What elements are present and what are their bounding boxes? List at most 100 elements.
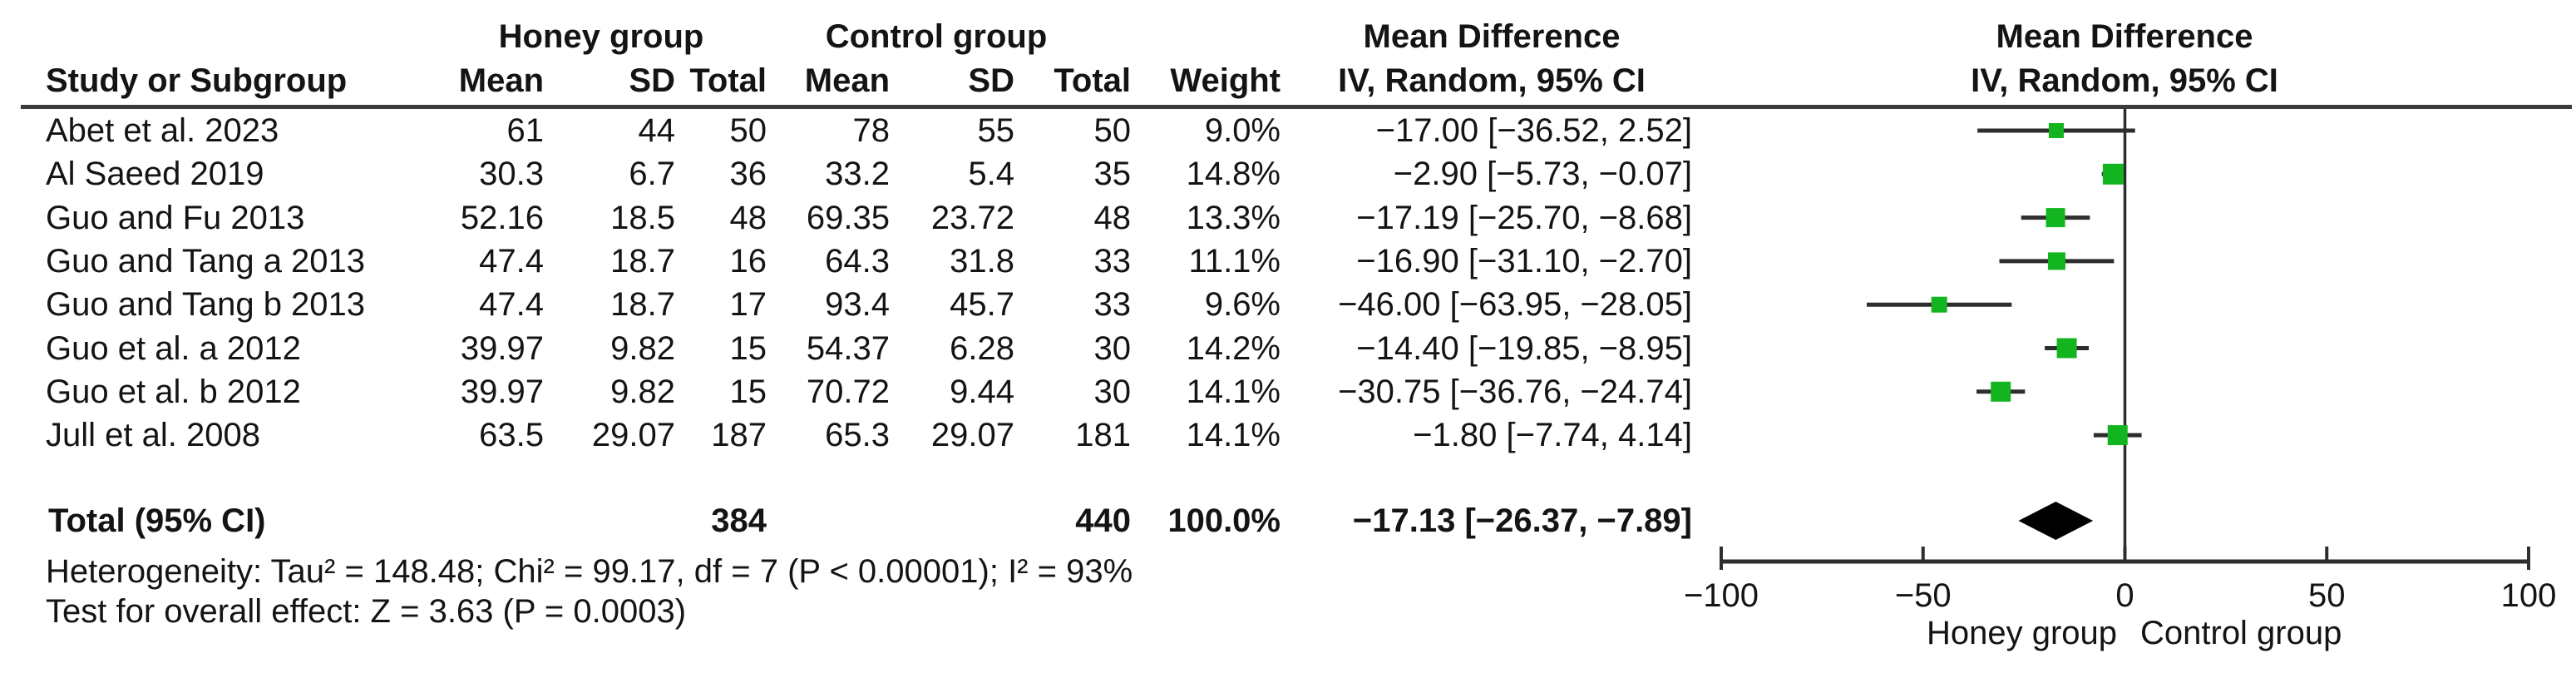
cell-c_mean: 64.3 bbox=[825, 242, 890, 280]
study-name: Guo and Tang a 2013 bbox=[46, 242, 366, 280]
cell-c_sd: 23.72 bbox=[930, 199, 1014, 236]
cell-c_sd: 29.07 bbox=[930, 417, 1014, 454]
cell-c_total: 50 bbox=[1093, 112, 1132, 149]
effect-square bbox=[2102, 163, 2124, 185]
axis-tick-label: −100 bbox=[1683, 577, 1759, 614]
study-name: Jull et al. 2008 bbox=[46, 417, 260, 454]
col-header-control-sd: SD bbox=[968, 62, 1014, 99]
col-header-honey-total: Total bbox=[689, 62, 767, 99]
cell-h_mean: 52.16 bbox=[460, 199, 544, 236]
axis-right-caption: Control group bbox=[2140, 615, 2342, 651]
effect-square bbox=[2047, 252, 2065, 270]
study-name: Al Saeed 2019 bbox=[46, 156, 264, 193]
cell-h_total: 187 bbox=[711, 417, 767, 454]
total-weight: 100.0% bbox=[1167, 502, 1281, 539]
effect-square bbox=[2107, 425, 2128, 446]
cell-c_sd: 31.8 bbox=[950, 242, 1014, 280]
cell-weight: 11.1% bbox=[1188, 242, 1281, 280]
cell-h_sd: 18.7 bbox=[610, 286, 675, 324]
col-header-study: Study or Subgroup bbox=[46, 62, 348, 99]
cell-weight: 9.6% bbox=[1204, 286, 1281, 324]
cell-weight: 14.1% bbox=[1186, 417, 1281, 454]
cell-h_mean: 47.4 bbox=[479, 286, 544, 324]
control-group-header: Control group bbox=[825, 18, 1048, 55]
cell-h_mean: 61 bbox=[506, 112, 545, 149]
cell-md_label: −46.00 [−63.95, −28.05] bbox=[1338, 286, 1692, 324]
cell-h_total: 15 bbox=[729, 373, 767, 410]
col-header-md-ci-plot: IV, Random, 95% CI bbox=[1971, 62, 2278, 99]
axis-left-caption: Honey group bbox=[1926, 615, 2117, 651]
cell-weight: 13.3% bbox=[1186, 199, 1281, 236]
cell-c_sd: 5.4 bbox=[968, 156, 1014, 193]
cell-h_total: 50 bbox=[729, 112, 767, 149]
cell-h_sd: 18.5 bbox=[610, 199, 675, 236]
cell-c_mean: 78 bbox=[852, 112, 891, 149]
mean-difference-plot-header: Mean Difference bbox=[1996, 18, 2253, 55]
cell-c_total: 33 bbox=[1093, 286, 1132, 324]
effect-square bbox=[2046, 208, 2065, 228]
cell-h_mean: 39.97 bbox=[460, 329, 544, 367]
cell-weight: 14.8% bbox=[1186, 156, 1281, 193]
cell-h_sd: 9.82 bbox=[610, 373, 675, 410]
cell-h_total: 17 bbox=[729, 286, 767, 324]
mean-difference-header: Mean Difference bbox=[1363, 18, 1621, 55]
effect-square bbox=[1931, 296, 1947, 313]
cell-c_total: 33 bbox=[1093, 242, 1132, 280]
cell-c_total: 35 bbox=[1093, 156, 1132, 193]
effect-square bbox=[2048, 123, 2064, 138]
total-ci: −17.13 [−26.37, −7.89] bbox=[1352, 502, 1692, 539]
cell-c_total: 30 bbox=[1093, 373, 1132, 410]
cell-h_sd: 18.7 bbox=[610, 242, 675, 280]
cell-h_sd: 29.07 bbox=[591, 417, 675, 454]
cell-c_sd: 6.28 bbox=[950, 329, 1014, 367]
cell-h_total: 15 bbox=[729, 329, 767, 367]
heterogeneity-text: Heterogeneity: Tau² = 148.48; Chi² = 99.… bbox=[46, 553, 1133, 590]
pooled-diamond bbox=[2018, 502, 2094, 540]
cell-c_mean: 93.4 bbox=[825, 286, 890, 324]
col-header-md-ci: IV, Random, 95% CI bbox=[1338, 62, 1646, 99]
cell-md_label: −16.90 [−31.10, −2.70] bbox=[1356, 242, 1692, 280]
study-name: Guo and Fu 2013 bbox=[46, 199, 305, 236]
cell-md_label: −17.19 [−25.70, −8.68] bbox=[1356, 199, 1692, 236]
cell-h_mean: 39.97 bbox=[460, 373, 544, 410]
study-name: Guo et al. a 2012 bbox=[46, 329, 301, 367]
overall-effect-text: Test for overall effect: Z = 3.63 (P = 0… bbox=[46, 593, 687, 630]
cell-md_label: −30.75 [−36.76, −24.74] bbox=[1338, 373, 1692, 410]
axis-tick-label: 50 bbox=[2308, 577, 2346, 614]
total-row-label: Total (95% CI) bbox=[48, 502, 266, 539]
header-rule bbox=[21, 105, 2572, 109]
effect-square bbox=[2056, 338, 2077, 359]
cell-c_sd: 9.44 bbox=[950, 373, 1014, 410]
cell-weight: 14.1% bbox=[1186, 373, 1281, 410]
total-honey-n: 384 bbox=[711, 502, 767, 539]
axis-tick-label: −50 bbox=[1894, 577, 1952, 614]
cell-c_total: 48 bbox=[1093, 199, 1132, 236]
axis-tick-label: 0 bbox=[2115, 577, 2134, 614]
cell-md_label: −2.90 [−5.73, −0.07] bbox=[1393, 156, 1692, 193]
col-header-control-total: Total bbox=[1054, 62, 1131, 99]
cell-h_mean: 63.5 bbox=[479, 417, 544, 454]
cell-c_mean: 33.2 bbox=[825, 156, 890, 193]
cell-h_sd: 9.82 bbox=[610, 329, 675, 367]
cell-md_label: −1.80 [−7.74, 4.14] bbox=[1413, 417, 1692, 454]
cell-h_total: 16 bbox=[729, 242, 767, 280]
cell-h_sd: 6.7 bbox=[629, 156, 675, 193]
cell-md_label: −14.40 [−19.85, −8.95] bbox=[1356, 329, 1692, 367]
col-header-weight: Weight bbox=[1170, 62, 1281, 99]
axis-tick-label: 100 bbox=[2500, 577, 2557, 614]
cell-h_mean: 30.3 bbox=[479, 156, 544, 193]
cell-h_total: 36 bbox=[729, 156, 767, 193]
cell-c_sd: 55 bbox=[977, 112, 1015, 149]
cell-md_label: −17.00 [−36.52, 2.52] bbox=[1375, 112, 1692, 149]
col-header-honey-sd: SD bbox=[629, 62, 675, 99]
effect-square bbox=[1991, 381, 2011, 402]
col-header-control-mean: Mean bbox=[804, 62, 890, 99]
cell-c_total: 181 bbox=[1075, 417, 1131, 454]
total-control-n: 440 bbox=[1075, 502, 1131, 539]
study-name: Guo et al. b 2012 bbox=[46, 373, 301, 410]
study-name: Guo and Tang b 2013 bbox=[46, 286, 366, 324]
cell-c_mean: 54.37 bbox=[806, 329, 890, 367]
col-header-honey-mean: Mean bbox=[458, 62, 544, 99]
